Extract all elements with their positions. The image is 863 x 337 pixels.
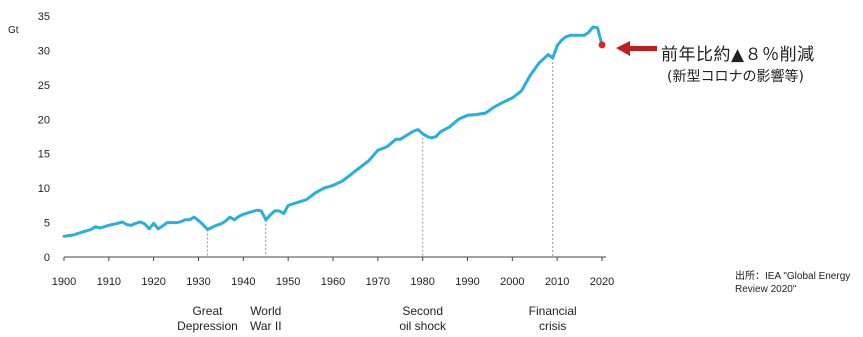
y-tick-label: 20 bbox=[38, 114, 50, 126]
x-tick-labels: 1900 1910 1920 1930 1940 1950 1960 1970 1980 1990… bbox=[52, 276, 614, 288]
event-reference-lines bbox=[206, 58, 554, 257]
event-label: World bbox=[250, 304, 281, 318]
source-line-1: 出所：IEA "Global Energy bbox=[735, 271, 851, 282]
reduction-annotation: 前年比約▲８％削減 bbox=[661, 45, 815, 65]
y-tick-labels: 0 5 10 15 20 25 30 35 bbox=[38, 11, 50, 264]
event-label: Financial bbox=[529, 304, 577, 318]
covid-note: (新型コロナの影響等) bbox=[667, 69, 804, 85]
y-tick-label: 5 bbox=[44, 218, 50, 230]
x-tick-label: 1920 bbox=[141, 276, 165, 288]
x-tick-label: 1910 bbox=[97, 276, 121, 288]
source-line-2: Review 2020" bbox=[735, 284, 797, 295]
event-label: Second bbox=[402, 304, 443, 318]
x-tick-label: 2020 bbox=[590, 276, 614, 288]
y-tick-label: 25 bbox=[38, 80, 50, 92]
y-tick-label: 0 bbox=[44, 252, 50, 264]
x-tick-label: 1970 bbox=[366, 276, 390, 288]
emissions-series-line bbox=[62, 25, 604, 238]
y-tick-label: 35 bbox=[38, 11, 50, 23]
x-tick-label: 2000 bbox=[500, 276, 524, 288]
x-tick-label: 1990 bbox=[455, 276, 479, 288]
y-axis-label: Gt bbox=[8, 25, 19, 36]
x-tick-label: 1930 bbox=[186, 276, 210, 288]
x-tick-label: 1940 bbox=[231, 276, 255, 288]
red-arrow bbox=[616, 41, 657, 56]
y-tick-label: 10 bbox=[38, 183, 50, 195]
x-tick-label: 1980 bbox=[410, 276, 434, 288]
event-label: Great bbox=[192, 304, 223, 318]
x-tick-label: 1950 bbox=[276, 276, 300, 288]
x-tick-label: 1960 bbox=[321, 276, 345, 288]
x-tick-label: 2010 bbox=[545, 276, 569, 288]
event-label: crisis bbox=[539, 319, 566, 333]
source-note: 出所：IEA "Global Energy Review 2020" bbox=[735, 270, 863, 296]
y-tick-label: 30 bbox=[38, 45, 50, 57]
y-tick-label: 15 bbox=[38, 149, 50, 161]
x-tick-marks bbox=[63, 257, 603, 261]
event-label: Depression bbox=[177, 319, 238, 333]
2020-highlight-point bbox=[598, 41, 606, 49]
event-label: oil shock bbox=[399, 319, 447, 333]
event-label: War II bbox=[250, 319, 282, 333]
x-tick-label: 1900 bbox=[52, 276, 76, 288]
